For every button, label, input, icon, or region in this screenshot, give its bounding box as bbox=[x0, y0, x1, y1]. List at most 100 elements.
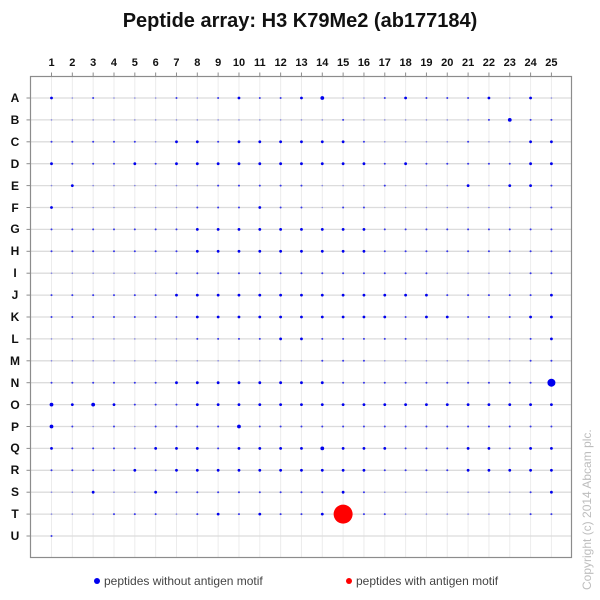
peptide-spot bbox=[175, 425, 178, 428]
row-label: O bbox=[10, 397, 20, 412]
peptide-spot bbox=[488, 206, 490, 209]
peptide-spot bbox=[383, 337, 386, 340]
peptide-spot bbox=[487, 228, 490, 231]
peptide-spot bbox=[196, 97, 199, 99]
peptide-spot bbox=[92, 381, 95, 384]
peptide-spot bbox=[446, 97, 449, 99]
peptide-spot bbox=[467, 250, 470, 253]
peptide-spot bbox=[195, 140, 199, 144]
peptide-spot bbox=[49, 424, 54, 429]
peptide-spot bbox=[508, 403, 512, 406]
peptide-spot bbox=[175, 447, 178, 450]
row-label: E bbox=[10, 178, 19, 193]
peptide-spot bbox=[362, 249, 366, 253]
peptide-spot bbox=[529, 118, 532, 121]
peptide-spot bbox=[446, 381, 449, 384]
peptide-spot bbox=[113, 491, 115, 494]
peptide-spot bbox=[467, 206, 469, 209]
peptide-spot bbox=[383, 141, 386, 143]
column-label: 4 bbox=[110, 57, 118, 69]
peptide-spot bbox=[71, 162, 74, 165]
column-label: 14 bbox=[316, 57, 329, 69]
peptide-spot bbox=[446, 141, 449, 143]
peptide-spot bbox=[362, 293, 366, 297]
peptide-spot bbox=[50, 140, 53, 143]
peptide-spot bbox=[550, 293, 553, 297]
peptide-spot bbox=[467, 228, 470, 231]
peptide-spot bbox=[320, 403, 324, 406]
peptide-spot bbox=[508, 316, 511, 318]
peptide-spot bbox=[446, 447, 449, 450]
peptide-spot bbox=[362, 403, 366, 406]
peptide-spot bbox=[175, 184, 178, 187]
peptide-spot bbox=[300, 381, 303, 385]
peptide-spot bbox=[133, 162, 137, 166]
peptide-spot bbox=[425, 360, 428, 362]
peptide-spot bbox=[341, 140, 345, 144]
peptide-spot bbox=[216, 403, 220, 406]
row-label: Q bbox=[10, 441, 20, 456]
peptide-spot bbox=[175, 360, 178, 362]
peptide-spot bbox=[300, 272, 303, 275]
peptide-spot bbox=[258, 206, 262, 209]
peptide-spot bbox=[404, 360, 407, 362]
row-label: H bbox=[10, 244, 20, 259]
peptide-spot bbox=[404, 250, 407, 253]
peptide-spot bbox=[362, 315, 366, 319]
peptide-spot bbox=[71, 469, 74, 472]
peptide-spot bbox=[112, 228, 115, 231]
peptide-spot bbox=[71, 360, 74, 362]
peptide-spot bbox=[71, 316, 74, 318]
peptide-spot bbox=[342, 337, 345, 340]
peptide-spot bbox=[71, 272, 74, 275]
peptide-spot bbox=[508, 513, 511, 515]
peptide-spot bbox=[508, 381, 511, 384]
peptide-spot bbox=[362, 381, 365, 384]
peptide-spot bbox=[217, 206, 220, 209]
peptide-spot bbox=[425, 513, 428, 515]
column-label: 20 bbox=[441, 57, 454, 69]
peptide-spot bbox=[259, 360, 261, 362]
peptide-spot bbox=[154, 97, 157, 99]
peptide-spot bbox=[279, 162, 283, 166]
peptide-spot bbox=[175, 468, 178, 472]
peptide-spot bbox=[363, 97, 365, 99]
peptide-spot bbox=[383, 315, 387, 319]
peptide-spot bbox=[466, 403, 470, 406]
peptide-spot bbox=[134, 184, 136, 187]
peptide-spot bbox=[154, 316, 157, 318]
peptide-spot bbox=[92, 316, 95, 318]
peptide-spot bbox=[342, 206, 345, 209]
peptide-spot bbox=[196, 119, 199, 121]
peptide-spot bbox=[133, 403, 136, 406]
peptide-spot bbox=[217, 337, 220, 340]
peptide-spot bbox=[550, 118, 553, 121]
peptide-spot bbox=[362, 491, 365, 494]
peptide-spot bbox=[279, 206, 282, 209]
peptide-spot bbox=[342, 97, 344, 99]
peptide-spot bbox=[154, 272, 157, 275]
peptide-spot bbox=[133, 228, 136, 231]
peptide-spot bbox=[404, 337, 407, 340]
peptide-spot bbox=[383, 272, 386, 275]
peptide-spot bbox=[195, 162, 199, 166]
peptide-spot bbox=[446, 491, 449, 494]
peptide-spot bbox=[112, 513, 115, 516]
peptide-spot bbox=[487, 294, 490, 297]
peptide-spot bbox=[446, 360, 449, 362]
peptide-spot bbox=[70, 403, 74, 406]
column-label: 13 bbox=[295, 57, 308, 69]
peptide-spot bbox=[196, 513, 199, 516]
peptide-spot bbox=[133, 468, 137, 472]
peptide-spot bbox=[425, 338, 428, 340]
peptide-spot bbox=[363, 184, 365, 187]
peptide-spot bbox=[175, 316, 178, 318]
peptide-spot bbox=[404, 119, 407, 121]
peptide-spot bbox=[134, 338, 136, 340]
column-label: 25 bbox=[545, 57, 558, 69]
peptide-spot bbox=[383, 360, 386, 362]
peptide-spot bbox=[362, 140, 365, 143]
peptide-spot bbox=[404, 403, 408, 406]
peptide-spot bbox=[154, 338, 157, 340]
